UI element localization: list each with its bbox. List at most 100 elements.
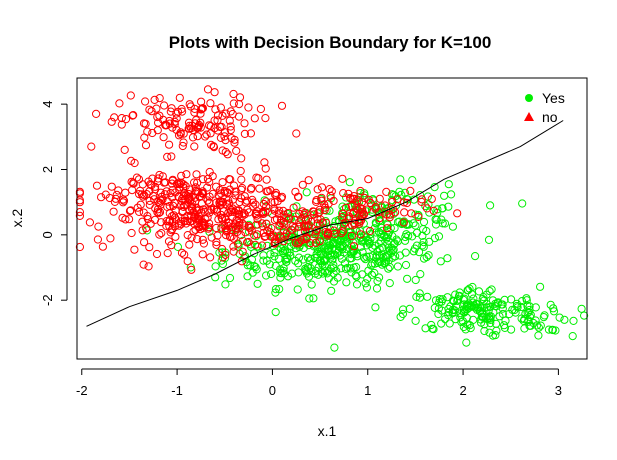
data-point [285,214,294,223]
data-point [482,303,492,312]
data-point [466,324,475,333]
data-point [211,262,220,271]
data-point [156,188,165,197]
data-point [456,313,465,322]
data-point [568,332,577,341]
data-point [205,198,214,207]
data-point [177,248,187,257]
data-point [262,175,271,184]
data-point [463,301,472,310]
data-point [137,190,146,199]
data-point [234,240,243,249]
data-point [435,295,444,304]
data-point [370,241,379,250]
data-point [347,231,357,241]
data-point [216,197,225,206]
data-point [218,178,227,187]
data-point [259,222,268,231]
data-point [385,279,394,288]
data-point [225,273,235,283]
data-point [196,109,205,118]
data-point [403,274,412,283]
x-tick-label: 3 [555,383,562,398]
data-point [209,143,219,152]
data-point [364,175,373,184]
data-point [276,265,285,274]
data-point [287,269,297,278]
data-point [126,91,135,100]
data-point [294,222,304,231]
data-point [380,201,390,210]
data-point [411,275,420,285]
data-point [422,204,432,213]
data-point [295,237,304,246]
data-point [405,304,414,313]
data-point [375,273,384,282]
data-point [513,303,522,312]
data-point [169,201,178,210]
data-point [228,204,237,213]
data-point [491,331,500,340]
data-point [182,219,191,228]
data-point [150,95,159,105]
data-point [292,129,301,138]
data-point [203,85,213,94]
data-point [471,252,480,261]
data-point [226,175,235,184]
data-point [411,221,420,230]
data-point [220,221,229,230]
data-point [441,315,450,324]
data-point [477,312,486,321]
data-point [206,99,215,108]
data-point [293,285,302,294]
data-point [375,214,384,223]
data-point [162,221,171,230]
data-point [375,194,384,203]
data-point [187,211,196,220]
data-point [172,125,181,134]
data-point [114,186,123,195]
data-point [119,198,128,207]
data-point [157,229,166,238]
data-point [434,304,443,313]
data-point [97,193,106,202]
data-point [198,250,207,259]
data-point [154,174,163,183]
data-point [290,223,299,232]
data-point [231,224,241,233]
data-point [549,304,558,313]
data-point [155,170,164,180]
data-point [146,219,155,228]
data-point [351,271,360,280]
data-point [400,188,410,197]
data-point [127,177,136,186]
data-point [393,262,402,271]
data-point [198,104,207,113]
data-point [167,226,176,235]
data-point [270,248,279,257]
data-point [244,103,253,112]
data-point [237,154,246,163]
data-point [229,89,238,99]
data-point [153,208,162,217]
data-point [305,294,314,303]
data-point [237,257,246,266]
data-point [240,119,249,128]
data-point [486,201,495,210]
data-point [226,107,235,116]
data-point [233,239,242,248]
data-point [411,316,420,325]
data-point [321,267,330,276]
data-point [163,152,172,161]
data-point [400,198,409,207]
data-point [141,97,150,106]
data-point [224,221,233,231]
data-point [224,196,233,205]
data-point [373,277,382,286]
data-point [189,125,198,135]
data-point [228,222,237,232]
data-point [318,218,327,227]
data-point [294,268,303,277]
data-point [406,186,415,195]
data-point [347,202,356,211]
